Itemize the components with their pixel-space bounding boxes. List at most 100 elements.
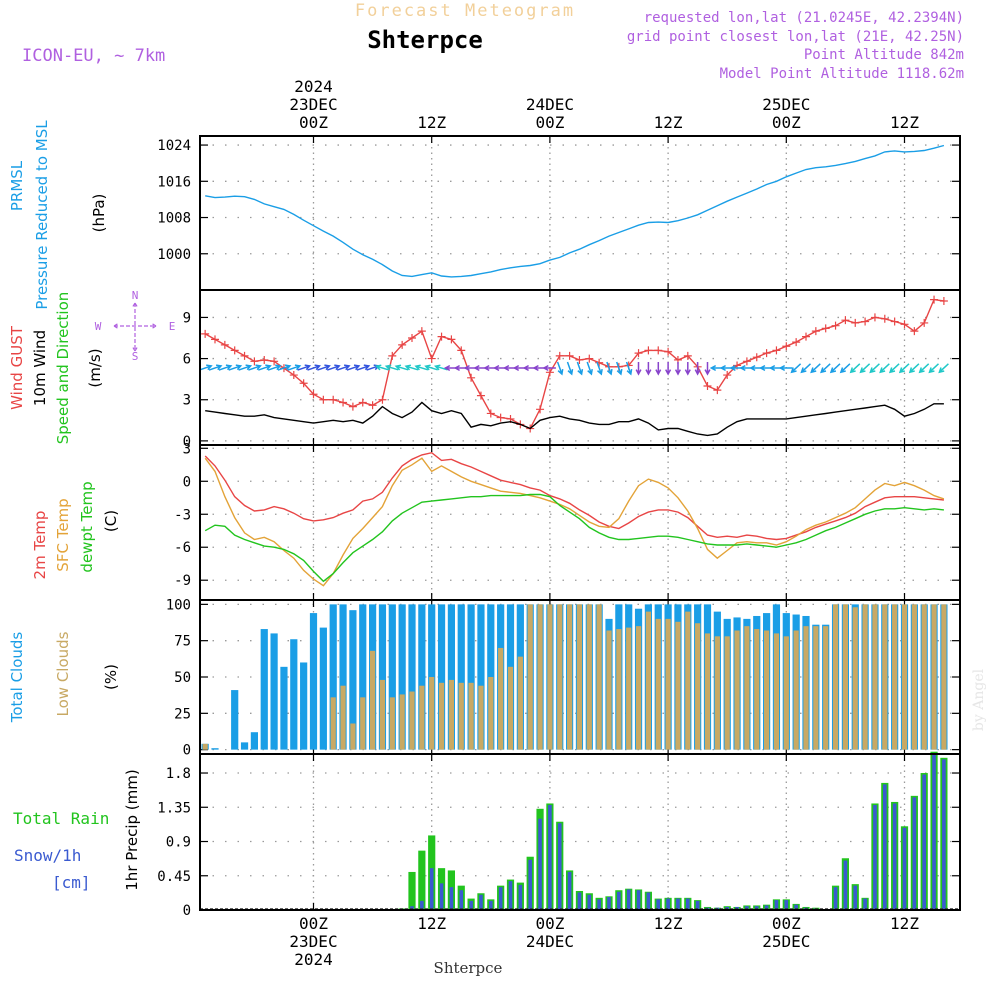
requested-coords: requested lon,lat (21.0245E, 42.2394N) <box>644 10 964 26</box>
y-tick-label: 1.8 <box>166 766 191 782</box>
snow-bar <box>784 900 789 910</box>
y-tick-label: 1016 <box>157 174 191 190</box>
low-cloud-bar <box>596 604 602 750</box>
low-cloud-bar <box>586 604 592 750</box>
wind-direction-arrow <box>326 364 341 371</box>
compass-w: W <box>95 320 102 333</box>
bottom-time-label: 25DEC <box>762 932 810 951</box>
total-cloud-bar <box>388 604 396 750</box>
wind-direction-arrow <box>898 363 910 374</box>
low-cloud-bar <box>399 694 405 750</box>
wind-unit: (m/s) <box>86 348 104 387</box>
watermark: by Angel <box>971 668 987 731</box>
temp-panel: -9 -6 -3 0 3 <box>174 441 961 601</box>
compass-n: N <box>132 289 139 302</box>
low-cloud-bar <box>872 604 878 750</box>
total-cloud-bar <box>447 604 455 750</box>
snow-bar <box>932 753 936 910</box>
low-cloud-bar <box>813 626 819 750</box>
total-cloud-bar <box>378 604 387 750</box>
gust-marker <box>939 296 948 305</box>
gust-marker <box>408 334 416 343</box>
low-cloud-bar <box>783 636 789 750</box>
bottom-location: Shterpce <box>434 959 503 977</box>
low-cloud-bar <box>567 604 573 750</box>
snow-bar <box>538 818 542 910</box>
total-cloud-bar <box>408 604 416 750</box>
gust-marker <box>388 351 397 360</box>
total-cloud-bar <box>359 604 367 750</box>
rain-bar <box>418 850 426 910</box>
temp-2m-label: 2m Temp <box>31 511 49 580</box>
snow-bar <box>528 859 532 910</box>
precip-unit: 1hr Precip (mm) <box>123 769 141 890</box>
snow-bar <box>754 906 759 910</box>
total-cloud-bar <box>300 662 308 750</box>
rain-bar <box>408 871 416 910</box>
snow-bar <box>646 892 651 910</box>
low-cloud-bar <box>576 604 583 750</box>
wind-direction-arrow <box>238 364 253 371</box>
top-time-label: 2024 <box>294 77 333 96</box>
wind-series-line <box>205 401 944 437</box>
wind-direction-arrow <box>645 362 652 376</box>
wind-direction-arrow <box>317 364 331 371</box>
low-cloud-bar <box>419 685 425 750</box>
total-cloud-bar <box>418 604 426 750</box>
wind-direction-arrow <box>665 362 672 376</box>
gust-marker <box>220 340 229 349</box>
snow-bar <box>617 891 621 910</box>
snow-bar <box>912 797 917 910</box>
low-cloud-bar <box>931 604 937 750</box>
top-time-label: 25DEC <box>762 95 810 114</box>
top-time-label: 12Z <box>654 113 683 132</box>
low-cloud-bar <box>645 611 651 750</box>
gridpoint-coords: grid point closest lon,lat (21E, 42.25N) <box>627 29 964 45</box>
wind-direction-arrow <box>615 361 623 376</box>
top-title: Forecast Meteogram <box>355 1 575 21</box>
wind-direction-arrow <box>869 363 880 374</box>
bottom-time-label: 00Z <box>299 914 328 933</box>
wind-direction-arrow <box>556 361 564 376</box>
top-time-label: 12Z <box>417 113 446 132</box>
low-cloud-bar <box>832 604 839 750</box>
snow-bar <box>607 897 611 910</box>
gust-marker <box>585 354 594 363</box>
wind-direction-arrow <box>778 364 793 372</box>
y-tick-label: 3 <box>183 393 191 409</box>
gust-marker <box>319 395 328 404</box>
pressure-panel: 1000 1008 1016 1024 <box>157 135 961 291</box>
gust-marker <box>851 318 860 327</box>
gust-marker <box>427 354 436 363</box>
wind-direction-arrow <box>918 363 930 374</box>
wind-direction-arrow <box>849 363 861 374</box>
compass-rose-icon <box>113 302 157 352</box>
total-cloud-bar <box>290 639 298 750</box>
wind-direction-arrow <box>938 363 949 374</box>
snow-bar <box>764 905 769 910</box>
gust-marker <box>250 357 259 366</box>
gust-marker <box>555 351 564 360</box>
temp-unit: (C) <box>102 510 120 532</box>
low-cloud-bar <box>606 630 612 750</box>
low-cloud-bar <box>379 679 386 750</box>
wind-direction-arrow <box>704 362 711 376</box>
temp-dewpt-label: dewpt Temp <box>78 481 96 572</box>
top-time-label: 00Z <box>772 113 801 132</box>
wind-direction-arrow <box>800 363 812 374</box>
gust-marker <box>348 402 357 411</box>
wind-direction-arrow <box>888 363 900 374</box>
wind-direction-arrow <box>635 362 642 376</box>
low-cloud-bar <box>458 682 464 750</box>
gust-marker <box>792 338 801 347</box>
snow-bar <box>922 774 926 910</box>
low-cloud-bar <box>882 604 888 750</box>
wind-direction-arrow <box>346 364 361 371</box>
compass-e: E <box>169 320 176 333</box>
gust-marker <box>358 398 367 407</box>
sfc-series-line <box>204 457 945 587</box>
dewpt-series-line <box>204 493 944 583</box>
low-cloud-bar <box>901 604 908 750</box>
snow-bar <box>410 906 414 910</box>
